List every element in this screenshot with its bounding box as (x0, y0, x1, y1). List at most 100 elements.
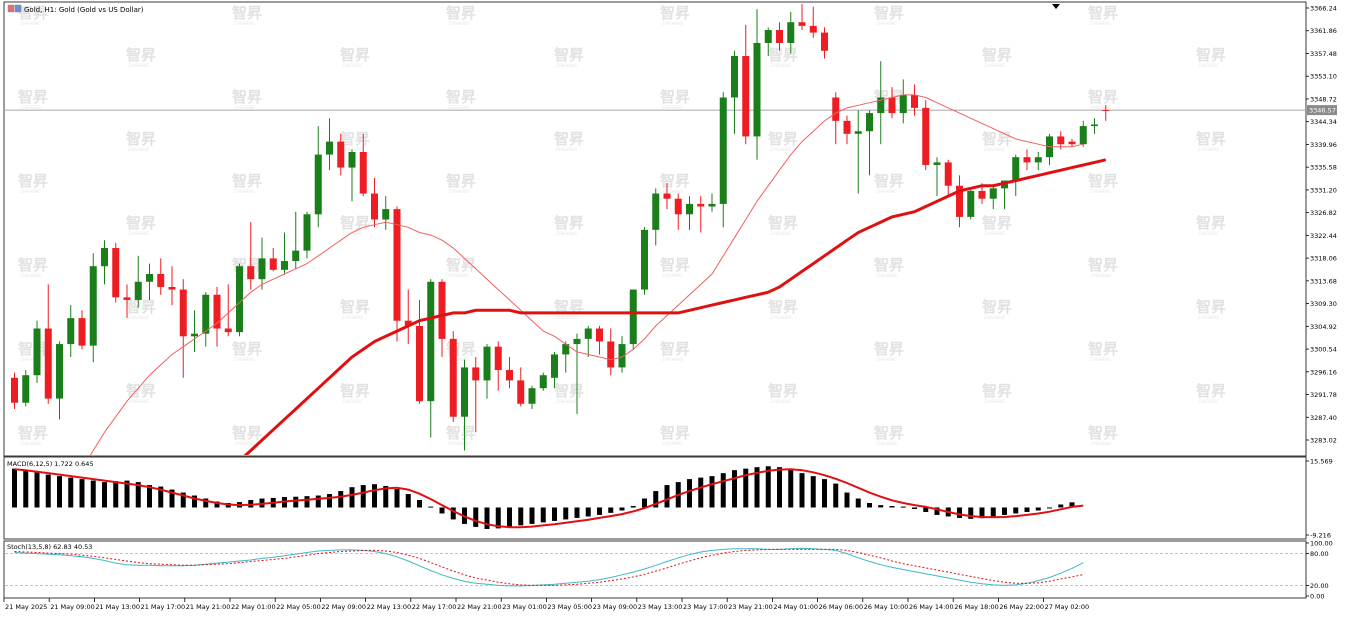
macd-histogram-bar (372, 484, 377, 508)
candle-bearish (922, 107, 930, 165)
candle-bearish (157, 273, 165, 287)
macd-histogram-bar (563, 507, 569, 520)
watermark-subtext: ZHISHENG (234, 189, 255, 194)
watermark-subtext: ZHISHENG (448, 105, 469, 110)
watermark-text: 智昇 (660, 88, 690, 106)
watermark-text: 智昇 (126, 46, 156, 64)
watermark-text: 智昇 (1088, 340, 1118, 358)
time-tick-label: 21 May 17:00 (141, 603, 186, 611)
candle-bullish (933, 162, 941, 165)
watermark-subtext: ZHISHENG (342, 399, 363, 404)
price-tick-label: 3353.10 (1310, 73, 1337, 81)
candle-bullish (787, 22, 795, 43)
watermark-text: 智昇 (982, 130, 1012, 148)
symbol-header: Gold, H1: Gold (Gold vs US Dollar) (7, 4, 144, 14)
time-tick-label: 24 May 01:00 (773, 603, 818, 611)
price-tick-label: 3322.44 (1310, 232, 1337, 240)
watermark-text: 智昇 (18, 256, 48, 274)
macd-histogram-bar (844, 492, 850, 508)
stoch-signal-line (14, 548, 1084, 586)
watermark-text: 智昇 (874, 340, 904, 358)
macd-histogram-bar (349, 487, 355, 508)
candle-bullish (314, 154, 322, 215)
watermark-subtext: ZHISHENG (128, 315, 149, 320)
price-tick-label: 3348.72 (1310, 95, 1337, 103)
macd-histogram-bar (495, 507, 501, 529)
candle-bearish (697, 203, 705, 207)
candle-bearish (269, 258, 277, 270)
time-tick-label: 26 May 18:00 (954, 603, 999, 611)
macd-histogram-bar (23, 470, 29, 508)
candle-bullish (483, 346, 491, 381)
candle-bullish (866, 113, 873, 132)
watermark-text: 智昇 (660, 340, 690, 358)
candle-bearish (213, 294, 221, 329)
macd-histogram-bar (113, 481, 119, 508)
chart-icon (14, 4, 22, 13)
macd-histogram-bar (687, 479, 692, 508)
macd-histogram-bar (754, 467, 760, 508)
watermark-subtext: ZHISHENG (984, 231, 1005, 236)
watermark-text: 智昇 (1088, 172, 1118, 190)
macd-histogram-bar (709, 476, 715, 508)
candle-bearish (1102, 109, 1110, 111)
macd-histogram-bar (777, 467, 782, 508)
price-tick-label: 3300.54 (1310, 346, 1337, 354)
watermark-subtext: ZHISHENG (234, 357, 255, 362)
watermark-subtext: ZHISHENG (342, 315, 363, 320)
watermark-subtext: ZHISHENG (984, 147, 1005, 152)
candle-bearish (663, 193, 671, 199)
candle-bullish (989, 188, 997, 199)
watermark-subtext: ZHISHENG (662, 105, 683, 110)
macd-histogram-bar (90, 480, 96, 508)
candle-bullish (1012, 157, 1020, 181)
watermark-subtext: ZHISHENG (662, 357, 683, 362)
macd-histogram-bar (439, 507, 445, 514)
main-panel-frame (3, 1, 1307, 457)
macd-histogram-bar (957, 507, 962, 518)
macd-histogram-bar (540, 507, 546, 523)
candle-bullish (461, 367, 468, 417)
macd-histogram-bar (1058, 504, 1064, 508)
stochastic-panel: Stoch(13,5,8) 62.83 40.53 (5, 543, 1305, 587)
candle-bearish (449, 338, 457, 417)
window-icon (7, 4, 15, 13)
watermark-subtext: ZHISHENG (876, 21, 897, 26)
macd-histogram-bar (383, 485, 389, 508)
macd-histogram-bar (608, 507, 614, 513)
macd-histogram-bar (518, 507, 524, 526)
time-tick-label: 21 May 13:00 (95, 603, 140, 611)
watermark-subtext: ZHISHENG (448, 189, 469, 194)
watermark-text: 智昇 (1088, 424, 1118, 442)
candle-bearish (978, 190, 986, 199)
macd-histogram-bar (450, 507, 456, 520)
candle-bullish (652, 193, 660, 230)
candle-bearish (1057, 136, 1065, 145)
candle-bullish (303, 214, 311, 251)
time-tick-label: 27 May 02:00 (1045, 603, 1090, 611)
watermark-subtext: ZHISHENG (556, 399, 577, 404)
watermark-subtext: ZHISHENG (448, 273, 469, 278)
price-tick-label: 3366.24 (1310, 5, 1337, 13)
macd-histogram-bar (698, 477, 704, 508)
watermark-subtext: ZHISHENG (1198, 399, 1219, 404)
candle-bullish (753, 42, 761, 137)
time-tick-label: 26 May 22:00 (999, 603, 1044, 611)
watermark-subtext: ZHISHENG (234, 441, 255, 446)
macd-histogram-bar (664, 485, 670, 508)
macd-histogram-bar (248, 500, 254, 508)
price-plot (5, 4, 1305, 455)
candle-bearish (416, 325, 423, 402)
time-tick-label: 21 May 21:00 (186, 603, 231, 611)
watermark-subtext: ZHISHENG (876, 105, 897, 110)
watermark-text: 智昇 (18, 4, 48, 22)
macd-histogram-bar (57, 476, 62, 508)
watermark-text: 智昇 (1196, 130, 1226, 148)
chart-shift-marker-icon[interactable] (1052, 4, 1060, 9)
time-tick-label: 21 May 2025 (5, 603, 47, 611)
watermark-subtext: ZHISHENG (1198, 147, 1219, 152)
candle-bearish (1068, 141, 1076, 145)
macd-histogram-bar (192, 495, 197, 508)
